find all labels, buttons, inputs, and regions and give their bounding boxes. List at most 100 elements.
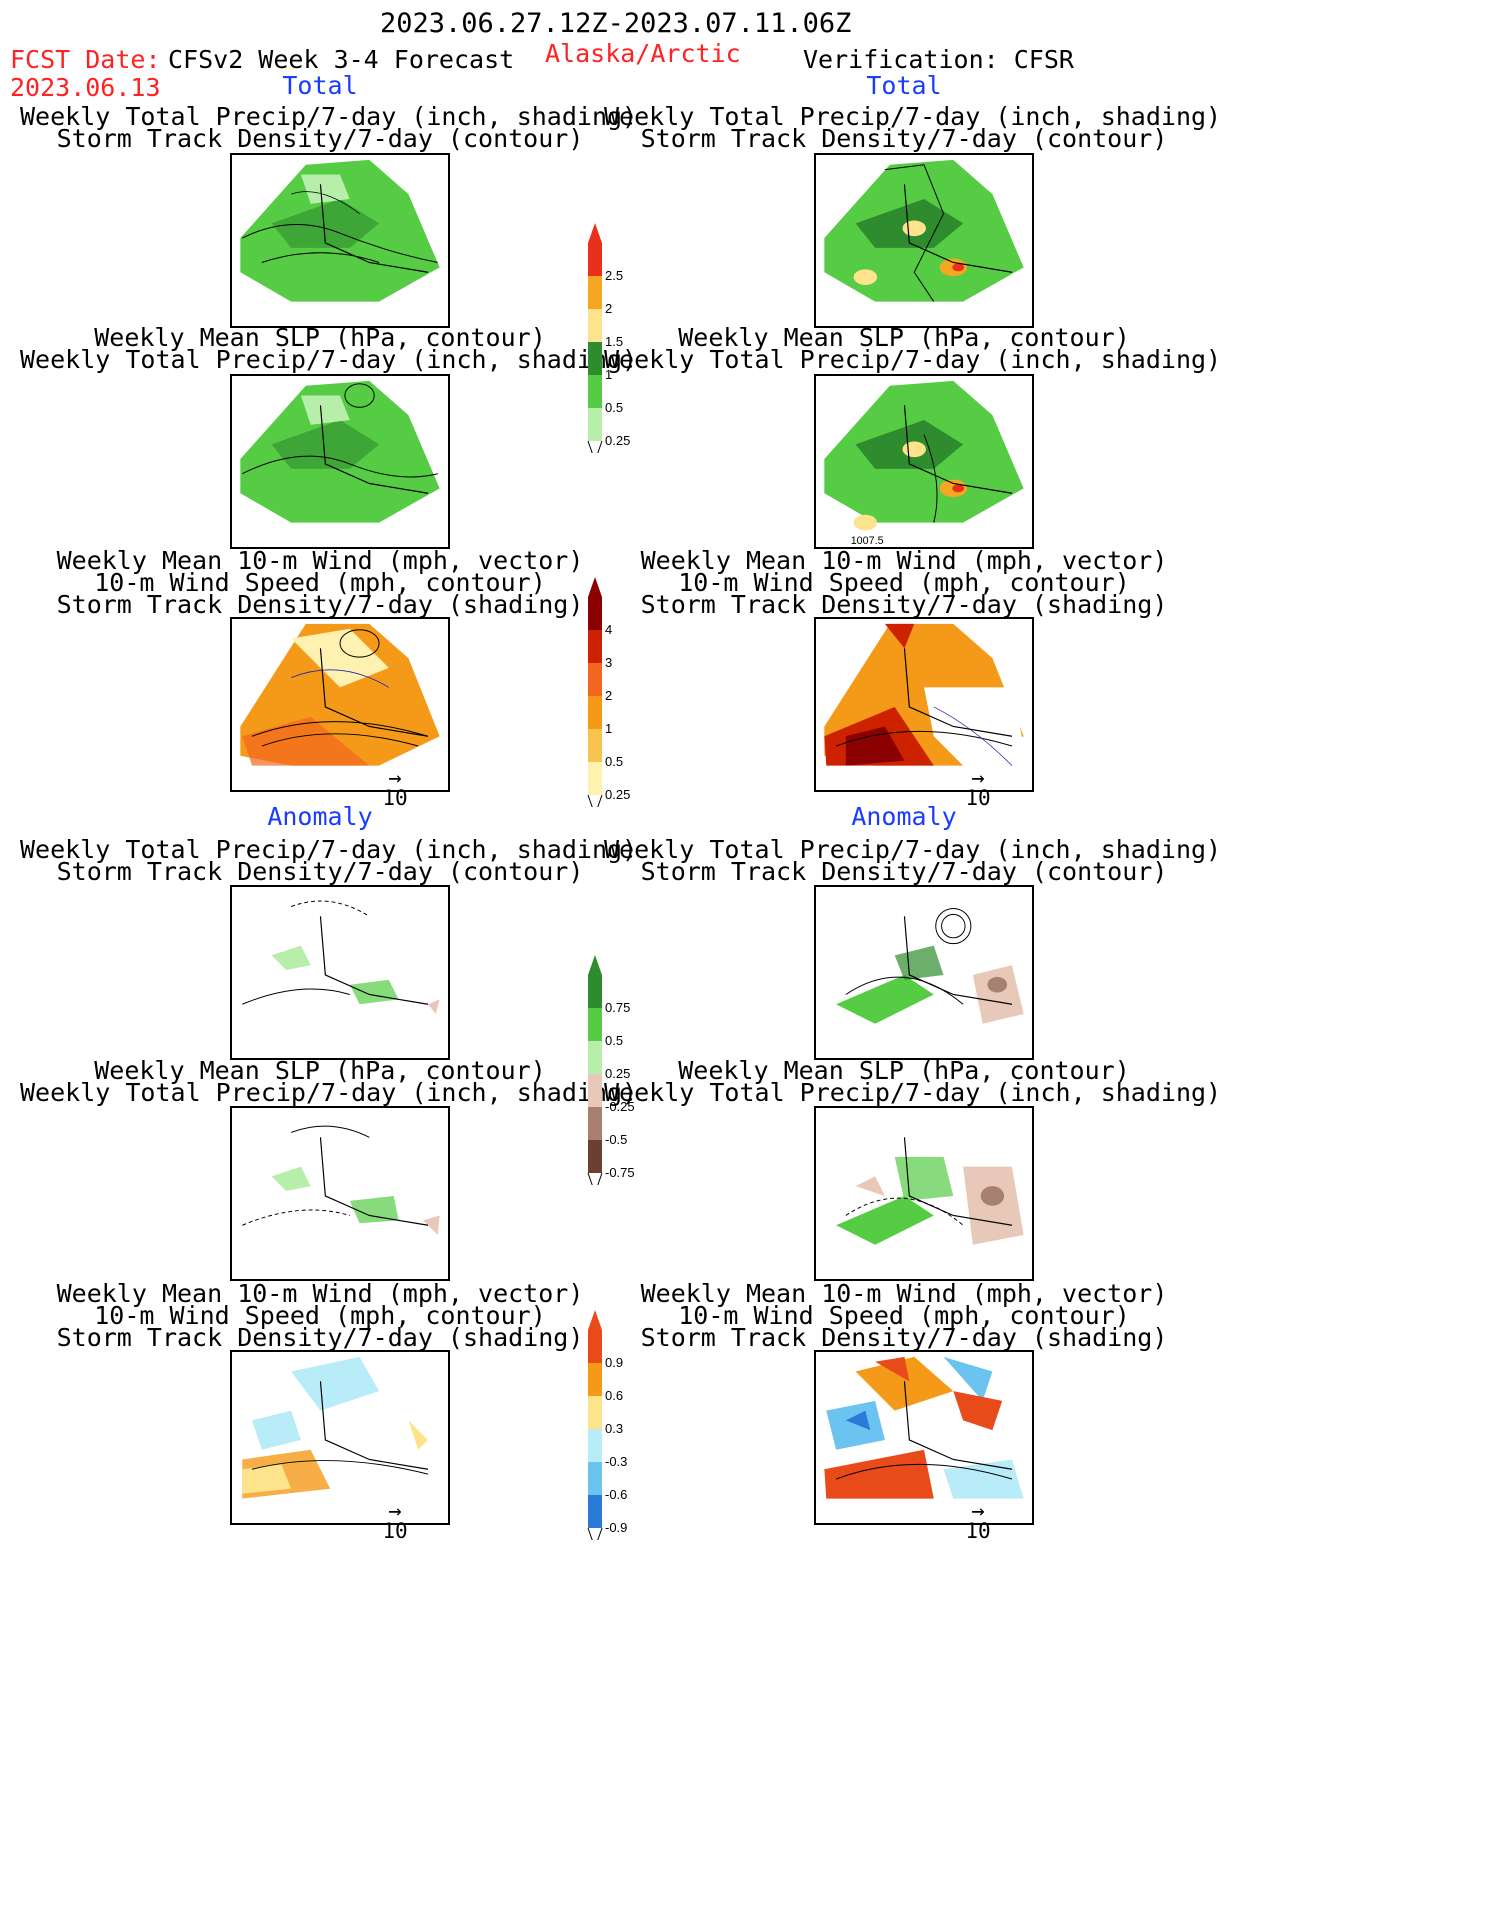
colorbar-swatches: 4 3 2 1 0.5 0.25 <box>587 577 630 817</box>
title-l4-a: Weekly Total Precip/7-day (inch, shading… <box>20 835 638 864</box>
map-image <box>816 1352 1032 1523</box>
colorbar-swatch <box>588 1008 602 1041</box>
colorbar-swatch <box>588 1074 602 1107</box>
colorbar-tick-label: 0.9 <box>605 1355 623 1370</box>
vector-ref-l6: → 10 <box>375 1499 415 1544</box>
title-l6-b: 10-m Wind Speed (mph, contour) <box>94 1301 546 1330</box>
title-l3-a: Weekly Mean 10-m Wind (mph, vector) <box>56 546 584 575</box>
colorbar-swatch <box>588 1140 602 1173</box>
colorbar-swatch <box>588 1396 602 1429</box>
vector-ref-r6: → 10 <box>958 1499 998 1544</box>
colorbar-swatch <box>588 1363 602 1396</box>
colorbar-tick-label: 2 <box>605 688 612 703</box>
region-title: Alaska/Arctic <box>545 39 741 68</box>
title-l6-c: Storm Track Density/7-day (shading) <box>56 1323 584 1352</box>
colorbar-swatches: 0.9 0.6 0.3 -0.3 -0.6 -0.9 <box>587 1310 627 1550</box>
colorbar-tick-label: -0.25 <box>605 1099 635 1114</box>
vector-arrow-icon: → <box>388 766 402 791</box>
title-l1-b: Storm Track Density/7-day (contour) <box>56 124 584 153</box>
colorbar-swatch <box>588 375 602 408</box>
colorbar-swatches: 2.5 2 1.5 1 0.5 0.25 <box>587 223 630 463</box>
title-r4-b: Storm Track Density/7-day (contour) <box>640 857 1168 886</box>
map-panel-verification-wind-anom <box>814 1350 1034 1525</box>
fcst-date-label: FCST Date: <box>10 45 161 74</box>
title-r5-a: Weekly Mean SLP (hPa, contour) <box>678 1056 1130 1085</box>
colorbar-tick-label: -0.3 <box>605 1454 627 1469</box>
map-panel-forecast-wind-anom <box>230 1350 450 1525</box>
colorbar-tick-label: 0.5 <box>605 754 623 769</box>
colorbar-tick-label: 4 <box>605 622 612 637</box>
map-image <box>836 1137 1024 1245</box>
colorbar-bottom-triangle <box>587 440 603 463</box>
colorbar-swatch <box>588 243 602 276</box>
title-r3-c: Storm Track Density/7-day (shading) <box>640 590 1168 619</box>
colorbar-swatch <box>588 663 602 696</box>
colorbar-swatch <box>588 597 602 630</box>
map-panel-verification-precip-total <box>814 153 1034 328</box>
colorbar-tick-label: -0.75 <box>605 1165 635 1180</box>
colorbar-storm-anom: 0.9 0.6 0.3 -0.3 -0.6 -0.9 <box>585 1305 645 1550</box>
vector-arrow-icon: → <box>971 1499 985 1524</box>
period-title: 2023.06.27.12Z-2023.07.11.06Z <box>380 8 852 39</box>
colorbar-top-triangle <box>588 223 602 243</box>
colorbar-swatch <box>588 729 602 762</box>
section-total-right: Total <box>866 71 942 100</box>
colorbar-tick-label: 0.75 <box>605 1000 630 1015</box>
colorbar-tick-label: 3 <box>605 655 612 670</box>
slp-contour-label: 1007.5 <box>851 535 884 547</box>
title-l2-b: Weekly Total Precip/7-day (inch, shading… <box>20 345 638 374</box>
map-image <box>242 1125 440 1236</box>
colorbar-tick-label: 0.5 <box>605 400 623 415</box>
model-title: CFSv2 Week 3-4 Forecast <box>168 45 515 74</box>
fcst-date-value: 2023.06.13 <box>10 73 161 102</box>
title-r6-a: Weekly Mean 10-m Wind (mph, vector) <box>640 1279 1168 1308</box>
colorbar-swatch <box>588 762 602 795</box>
title-r1-a: Weekly Total Precip/7-day (inch, shading… <box>604 102 1222 131</box>
map-image <box>240 380 440 523</box>
section-anomaly-left: Anomaly <box>267 802 373 831</box>
map-image <box>242 1356 429 1499</box>
colorbar-tick-label: 0.5 <box>605 1033 623 1048</box>
map-panel-forecast-precip-total <box>230 153 450 328</box>
map-image <box>836 908 1024 1024</box>
map-image <box>242 900 440 1015</box>
map-panel-forecast-slp-total <box>230 374 450 549</box>
section-anomaly-right: Anomaly <box>851 802 957 831</box>
colorbar-top-triangle <box>588 1310 602 1330</box>
title-l4-b: Storm Track Density/7-day (contour) <box>56 857 584 886</box>
colorbar-bottom-triangle <box>587 1527 603 1550</box>
colorbar-top-triangle <box>588 955 602 975</box>
title-r6-c: Storm Track Density/7-day (shading) <box>640 1323 1168 1352</box>
title-r4-a: Weekly Total Precip/7-day (inch, shading… <box>604 835 1222 864</box>
colorbar-precip-anom: 0.75 0.5 0.25 -0.25 -0.5 -0.75 <box>585 950 645 1195</box>
title-l3-b: 10-m Wind Speed (mph, contour) <box>94 568 546 597</box>
colorbar-swatch <box>588 696 602 729</box>
colorbar-swatch <box>588 342 602 375</box>
colorbar-swatch <box>588 1462 602 1495</box>
colorbar-swatch <box>588 975 602 1008</box>
verification-title: Verification: CFSR <box>803 45 1074 74</box>
map-image <box>824 159 1024 302</box>
colorbar-tick-label: 2.5 <box>605 268 623 283</box>
colorbar-swatch <box>588 630 602 663</box>
map-image <box>240 159 440 302</box>
map-panel-forecast-wind-total <box>230 617 450 792</box>
colorbar-bottom-triangle <box>587 794 603 817</box>
title-l3-c: Storm Track Density/7-day (shading) <box>56 590 584 619</box>
map-panel-verification-precip-anom <box>814 885 1034 1060</box>
vector-ref-r3: → 10 <box>958 766 998 811</box>
map-panel-verification-slp-total: 1007.5 <box>814 374 1034 549</box>
title-l6-a: Weekly Mean 10-m Wind (mph, vector) <box>56 1279 584 1308</box>
title-r1-b: Storm Track Density/7-day (contour) <box>640 124 1168 153</box>
colorbar-tick-label: 1.5 <box>605 334 623 349</box>
colorbar-tick-label: -0.9 <box>605 1520 627 1535</box>
colorbar-tick-label: 2 <box>605 301 612 316</box>
vector-arrow-icon: → <box>971 766 985 791</box>
vector-arrow-icon: → <box>388 1499 402 1524</box>
colorbar-swatch <box>588 1495 602 1528</box>
section-total-left: Total <box>282 71 358 100</box>
vector-ref-l3: → 10 <box>375 766 415 811</box>
colorbar-tick-label: 0.25 <box>605 433 630 448</box>
colorbar-swatch <box>588 408 602 441</box>
title-l2-a: Weekly Mean SLP (hPa, contour) <box>94 323 546 352</box>
